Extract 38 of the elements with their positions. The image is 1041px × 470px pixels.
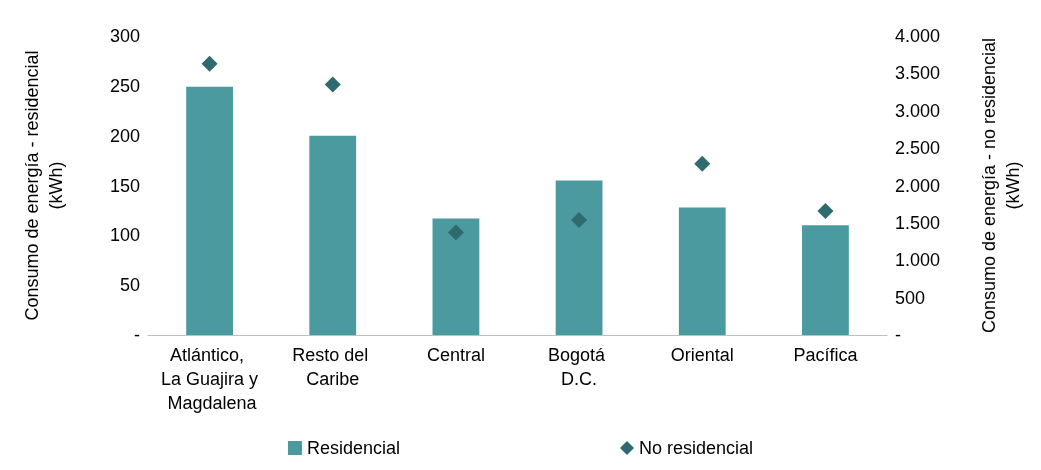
y2-axis-title: Consumo de energía - no residencial (kWh) (979, 37, 1023, 334)
point (324, 76, 341, 93)
bar (678, 207, 726, 335)
x-tick-label: Oriental (670, 345, 734, 365)
legend-label: No residencial (639, 438, 754, 458)
y2-tick-label: 3.000 (895, 100, 941, 121)
legend-label: Residencial (306, 438, 401, 458)
y2-tick-label: 1.500 (895, 212, 941, 233)
y2-tick-label: 500 (895, 287, 926, 308)
bar (432, 218, 480, 335)
y-tick-label: 200 (109, 125, 140, 146)
point (817, 202, 834, 219)
point (201, 55, 218, 72)
y2-tick-label: 2.500 (895, 138, 941, 159)
y-tick-label: 300 (109, 26, 140, 46)
y2-tick-label: - (895, 325, 901, 345)
x-tick-label: Pacífica (793, 345, 859, 365)
x-tick-label: Bogotá D.C. (548, 345, 611, 389)
bar (309, 135, 357, 335)
x-tick-label: Central (426, 345, 485, 365)
point (447, 224, 464, 241)
bar (186, 86, 233, 335)
y-tick-label: 250 (109, 75, 140, 96)
point (571, 211, 588, 228)
bar (555, 180, 603, 335)
x-tick-label: Resto del Caribe (292, 345, 374, 389)
point (694, 155, 711, 172)
x-tick-label: Atlántico, La Guajira y Magdalena (161, 345, 259, 413)
y2-tick-label: 3.500 (895, 63, 941, 84)
y-tick-label: 150 (109, 175, 140, 196)
y2-tick-label: 1.000 (895, 250, 941, 271)
y-axis-title: Consumo de energía - residencial (kWh) (22, 50, 66, 321)
y-tick-label: - (134, 325, 140, 345)
y-tick-label: 50 (119, 275, 140, 296)
y-tick-label: 100 (109, 225, 140, 246)
y2-tick-label: 4.000 (895, 26, 941, 46)
bar (802, 225, 849, 335)
y2-tick-label: 2.000 (895, 175, 941, 196)
